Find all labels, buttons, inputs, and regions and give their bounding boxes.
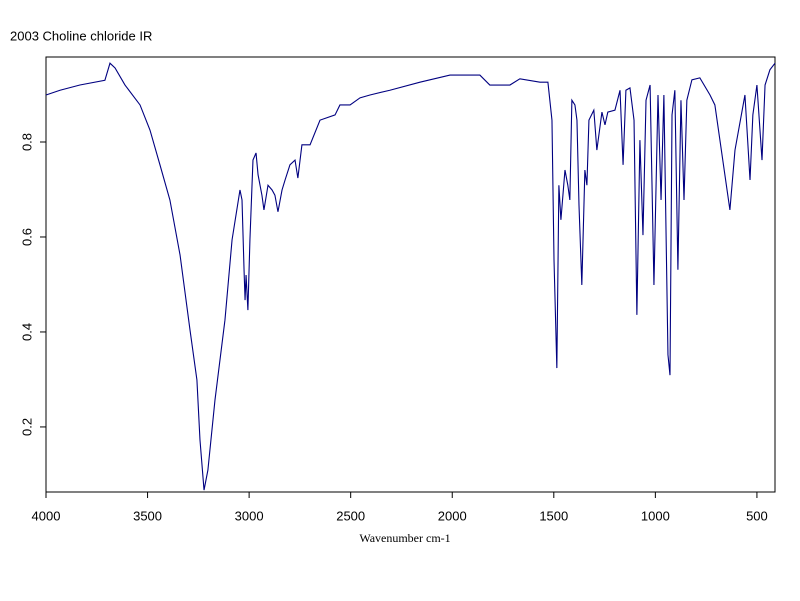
- spectrum-line: [45, 62, 776, 491]
- plot-frame: [45, 56, 776, 493]
- x-axis-label: Wavenumber cm-1: [359, 531, 450, 545]
- x-tick-label: 2000: [438, 508, 467, 523]
- y-tick-label: 0.8: [19, 133, 34, 151]
- chart-title: 2003 Choline chloride IR: [10, 28, 152, 43]
- x-tick-label: 2500: [336, 508, 365, 523]
- x-tick-label: 3000: [235, 508, 264, 523]
- x-tick-label: 500: [746, 508, 768, 523]
- y-tick-label: 0.2: [19, 418, 34, 436]
- y-tick-label: 0.4: [19, 323, 34, 341]
- x-tick-label: 1500: [539, 508, 568, 523]
- y-tick-label: 0.6: [19, 228, 34, 246]
- x-tick-label: 4000: [32, 508, 61, 523]
- x-tick-label: 1000: [641, 508, 670, 523]
- x-tick-label: 3500: [133, 508, 162, 523]
